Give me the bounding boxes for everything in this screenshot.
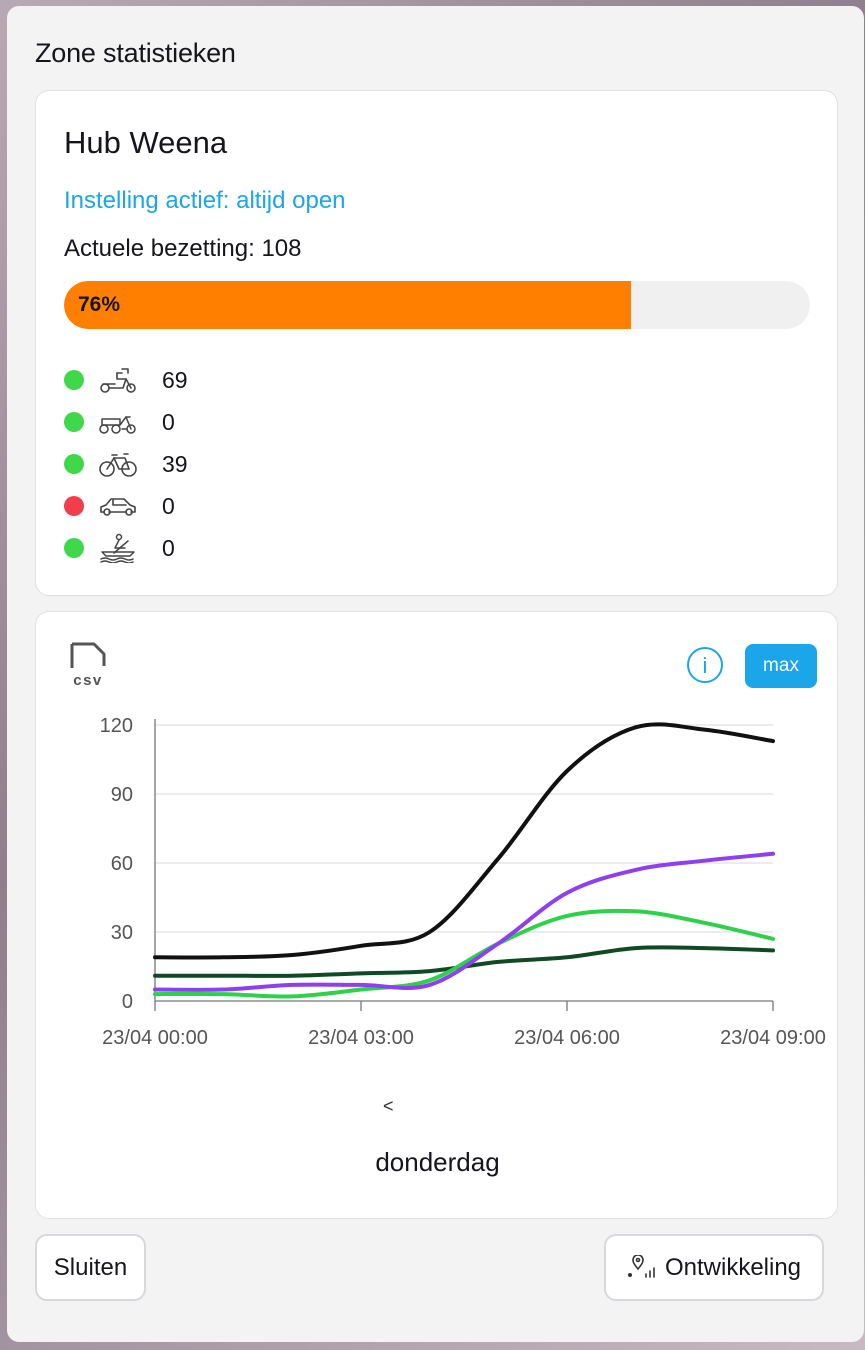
series-line xyxy=(153,908,775,999)
close-button[interactable]: Sluiten xyxy=(35,1234,146,1301)
mode-count: 39 xyxy=(162,450,188,477)
occupancy-chart: 0 30 60 90 120 23/04 00:00 23/04 03:00 23/04 06… xyxy=(100,715,826,1049)
zone-card: Hub Weena Instelling actief: altijd open… xyxy=(35,90,838,596)
development-label: Ontwikkeling xyxy=(664,1253,802,1281)
y-tick-label: 30 xyxy=(111,922,133,944)
current-occupancy: Actuele bezetting: 108 xyxy=(64,235,302,262)
status-dot xyxy=(64,370,84,390)
previous-day-button[interactable]: < xyxy=(383,1096,394,1116)
mode-count: 69 xyxy=(162,366,188,393)
y-tick-label: 120 xyxy=(100,715,133,737)
x-tick-label: 23/04 09:00 xyxy=(720,1027,826,1049)
list-item: 0 xyxy=(64,401,188,443)
list-item: 69 xyxy=(64,359,188,401)
scooter-icon xyxy=(100,368,136,393)
info-label: i xyxy=(703,653,708,678)
status-dot xyxy=(64,538,84,558)
chart-card: csv i max 0 30 60 90 120 23/04 00:00 23/04 03:… xyxy=(35,611,838,1219)
series-line xyxy=(153,722,775,960)
occupancy-bar-fill: 76% xyxy=(64,281,631,329)
series-line xyxy=(153,851,775,992)
y-tick-label: 0 xyxy=(122,991,133,1013)
zone-name: Hub Weena xyxy=(64,125,228,160)
mode-count: 0 xyxy=(162,534,175,561)
list-item: 0 xyxy=(64,527,188,569)
occupancy-percent-label: 76% xyxy=(78,293,121,316)
occupancy-bar: 76% xyxy=(64,281,810,329)
list-item: 0 xyxy=(64,485,188,527)
list-item: 39 xyxy=(64,443,188,485)
zone-statistics-panel: Zone statistieken Hub Weena Instelling a… xyxy=(7,6,864,1342)
y-tick-label: 90 xyxy=(111,784,133,806)
location-stats-icon xyxy=(627,1254,655,1278)
csv-label: csv xyxy=(73,672,103,688)
csv-download-icon[interactable]: csv xyxy=(68,642,112,688)
bicycle-icon xyxy=(99,453,137,477)
max-button[interactable]: max xyxy=(745,644,817,688)
boat-icon xyxy=(100,533,135,563)
info-icon[interactable]: i xyxy=(686,646,724,684)
y-tick-label: 60 xyxy=(111,853,133,875)
vehicle-mode-list: 69 0 39 xyxy=(64,359,188,569)
status-dot xyxy=(64,496,84,516)
x-tick-label: 23/04 00:00 xyxy=(102,1027,208,1049)
x-tick-label: 23/04 06:00 xyxy=(514,1027,620,1049)
car-icon xyxy=(100,498,136,516)
cargo-bike-icon xyxy=(99,416,136,434)
mode-count: 0 xyxy=(162,408,175,435)
development-button[interactable]: Ontwikkeling xyxy=(604,1234,824,1301)
zone-setting-status: Instelling actief: altijd open xyxy=(64,187,346,214)
status-dot xyxy=(64,412,84,432)
mode-count: 0 xyxy=(162,492,175,519)
day-label: donderdag xyxy=(375,1147,500,1177)
panel-title: Zone statistieken xyxy=(35,38,236,68)
status-dot xyxy=(64,454,84,474)
x-tick-label: 23/04 03:00 xyxy=(308,1027,414,1049)
